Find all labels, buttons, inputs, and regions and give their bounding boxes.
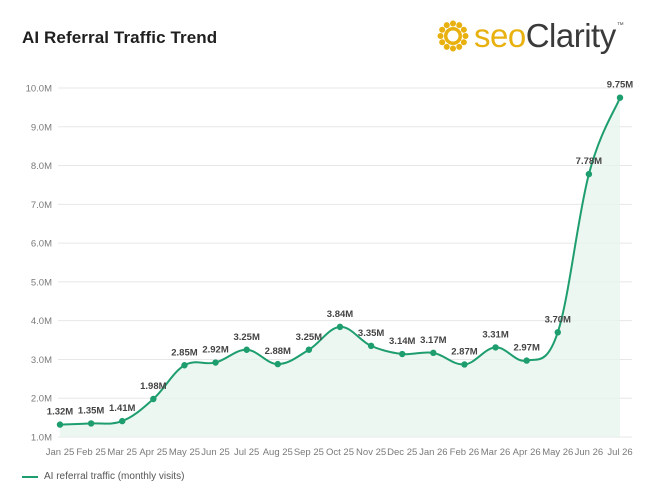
data-point — [119, 417, 126, 425]
data-point — [585, 170, 593, 178]
y-tick-label: 2.0M — [31, 394, 52, 405]
logo-wordmark: seoClarity — [474, 17, 616, 54]
data-point — [212, 359, 219, 366]
sun-logo-icon — [437, 20, 469, 52]
data-point — [243, 346, 250, 353]
x-tick-label: Jan 26 — [419, 447, 448, 458]
x-tick-label: Jun 26 — [575, 447, 604, 458]
x-tick-label: Jul 25 — [234, 447, 259, 458]
x-tick-label: Feb 26 — [450, 447, 480, 458]
x-tick-label: Jul 26 — [607, 447, 632, 458]
x-tick-label: Apr 25 — [139, 447, 167, 458]
data-label: 1.32M — [47, 407, 73, 418]
y-tick-label: 4.0M — [31, 316, 52, 327]
data-point — [461, 361, 468, 368]
data-labels: 1.32M 1.35M 1.41M 1.98M 2.85M 2.92M 3.25M 2.88M… — [47, 80, 633, 418]
y-tick-label: 10.0M — [26, 84, 52, 95]
y-tick-label: 7.0M — [31, 200, 52, 211]
data-point — [616, 94, 624, 101]
data-label: 7.78M — [576, 156, 602, 167]
data-label: 9.75M — [607, 80, 633, 91]
data-point — [367, 342, 375, 350]
data-point — [430, 349, 437, 357]
data-label: 3.25M — [296, 332, 322, 343]
data-label: 3.17M — [420, 335, 446, 346]
data-label: 1.41M — [109, 403, 135, 414]
x-tick-label: Jun 25 — [201, 447, 230, 458]
data-point — [305, 346, 313, 353]
data-point — [274, 360, 281, 368]
x-tick-label: Dec 25 — [387, 447, 417, 458]
x-tick-label: Aug 25 — [263, 447, 293, 458]
data-point — [336, 323, 344, 331]
x-tick-label: Mar 25 — [107, 447, 137, 458]
area-fill — [60, 97, 620, 437]
legend: AI referral traffic (monthly visits) — [22, 471, 184, 482]
data-point — [523, 357, 530, 364]
data-label: 3.70M — [545, 314, 571, 325]
legend-label: AI referral traffic (monthly visits) — [44, 471, 185, 482]
x-axis-ticks: Jan 25 Feb 25 Mar 25 Apr 25 May 25 Jun 25 Jul … — [46, 447, 633, 458]
seoclarity-logo: seoClarity ™ — [436, 14, 624, 58]
data-label: 2.88M — [265, 346, 291, 357]
data-points — [56, 94, 624, 428]
data-point — [492, 344, 499, 351]
x-tick-label: Oct 25 — [326, 447, 354, 458]
x-tick-label: Sep 25 — [294, 447, 324, 458]
data-point — [181, 362, 188, 369]
x-tick-label: Feb 25 — [76, 447, 106, 458]
y-tick-label: 6.0M — [31, 239, 52, 250]
y-tick-label: 8.0M — [31, 161, 52, 172]
y-axis-ticks: 1.0M 2.0M 3.0M 4.0M 5.0M 6.0M 7.0M 8.0M 9.0M 10.0… — [26, 84, 52, 444]
data-label: 2.85M — [171, 347, 197, 358]
logo-trademark: ™ — [616, 22, 624, 29]
data-label: 3.84M — [327, 309, 353, 320]
data-label: 1.35M — [78, 405, 104, 416]
legend-swatch — [22, 475, 38, 478]
data-label: 1.98M — [140, 381, 166, 392]
x-tick-label: May 25 — [169, 447, 200, 458]
data-label: 3.25M — [233, 332, 259, 343]
data-label: 3.31M — [482, 329, 508, 340]
x-tick-label: Nov 25 — [356, 447, 386, 458]
x-tick-label: Mar 26 — [481, 447, 511, 458]
data-label: 3.35M — [358, 328, 384, 339]
x-tick-label: May 26 — [542, 447, 573, 458]
y-tick-label: 1.0M — [31, 433, 52, 444]
x-tick-label: Jan 25 — [46, 447, 75, 458]
y-tick-label: 5.0M — [31, 277, 52, 288]
data-label: 2.92M — [202, 345, 228, 356]
data-label: 3.14M — [389, 336, 415, 347]
data-point — [150, 395, 157, 403]
data-point — [87, 420, 95, 427]
data-point — [56, 421, 64, 428]
data-point — [399, 350, 406, 358]
chart-title: AI Referral Traffic Trend — [22, 28, 218, 47]
data-label: 2.87M — [451, 346, 477, 357]
x-tick-label: Apr 26 — [513, 447, 541, 458]
data-point — [554, 329, 561, 336]
data-label: 2.97M — [513, 343, 539, 354]
y-tick-label: 3.0M — [31, 355, 52, 366]
y-tick-label: 9.0M — [31, 122, 52, 133]
